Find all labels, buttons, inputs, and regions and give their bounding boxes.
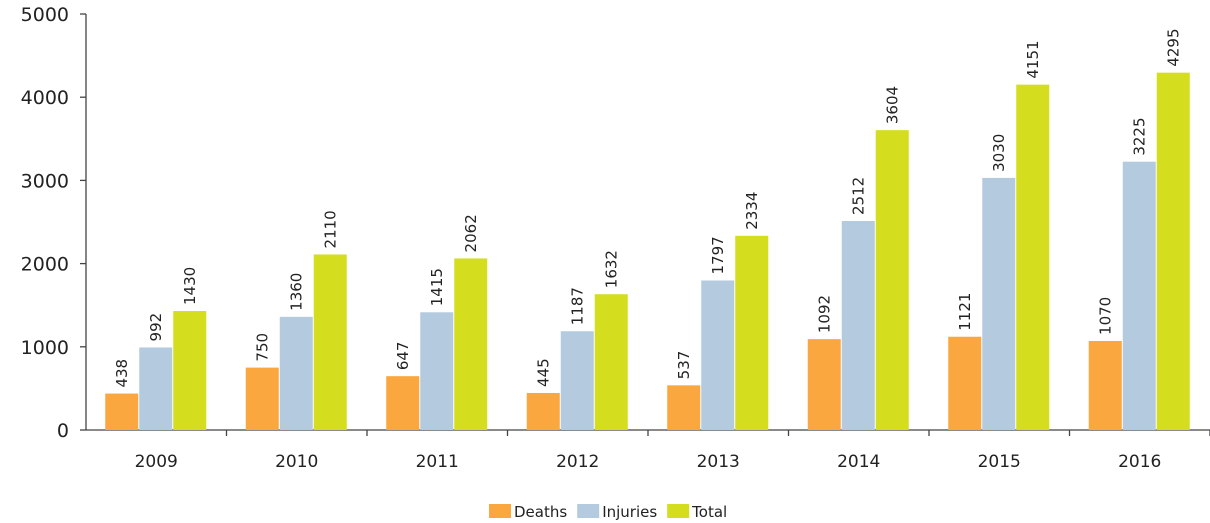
y-axis: 0 1000 2000 3000 4000 5000 <box>21 4 87 442</box>
x-tick-label-2010: 2010 <box>275 452 318 472</box>
bar-deaths-2009 <box>105 393 139 430</box>
y-tick-label: 3000 <box>21 170 69 192</box>
bar-injuries-2014 <box>841 221 875 430</box>
x-tick-label-2009: 2009 <box>135 452 178 472</box>
data-label-total-2012: 1632 <box>603 250 621 288</box>
data-label-deaths-2011: 647 <box>394 342 412 371</box>
bar-deaths-2016 <box>1088 340 1122 430</box>
data-label-deaths-2016: 1070 <box>1097 297 1115 335</box>
bar-deaths-2012 <box>526 392 560 430</box>
legend: Deaths Injuries Total <box>489 503 727 521</box>
bar-injuries-2016 <box>1122 161 1156 430</box>
bar-deaths-2010 <box>245 367 279 430</box>
bar-injuries-2015 <box>982 177 1016 430</box>
x-tick-label-2012: 2012 <box>556 452 599 472</box>
y-tick-label: 4000 <box>21 87 69 109</box>
bars <box>105 72 1190 430</box>
bar-total-2016 <box>1156 72 1190 430</box>
data-label-injuries-2016: 3225 <box>1131 117 1149 155</box>
data-label-deaths-2014: 1092 <box>816 295 834 333</box>
bar-total-2015 <box>1016 84 1050 430</box>
bar-total-2009 <box>173 311 207 430</box>
legend-label-deaths: Deaths <box>514 503 567 521</box>
bar-total-2011 <box>454 258 488 430</box>
data-label-total-2013: 2334 <box>743 192 761 230</box>
data-label-deaths-2009: 438 <box>113 359 131 388</box>
legend-label-injuries: Injuries <box>602 503 657 521</box>
bar-deaths-2014 <box>807 339 841 430</box>
data-label-injuries-2014: 2512 <box>850 177 868 215</box>
data-label-injuries-2013: 1797 <box>709 236 727 274</box>
data-label-deaths-2012: 445 <box>535 358 553 387</box>
data-label-injuries-2015: 3030 <box>990 134 1008 172</box>
x-tick-label-2016: 2016 <box>1118 452 1161 472</box>
x-tick-label-2013: 2013 <box>697 452 740 472</box>
bar-total-2014 <box>875 130 909 430</box>
bar-deaths-2013 <box>667 385 701 430</box>
legend-swatch-injuries <box>577 504 600 518</box>
data-labels: 438 992 1430 750 1360 2110 647 1415 2062 445 1187 1… <box>113 28 1183 387</box>
data-label-deaths-2010: 750 <box>254 333 272 362</box>
y-tick-label: 1000 <box>21 337 69 359</box>
data-label-total-2011: 2062 <box>462 214 480 252</box>
legend-label-total: Total <box>691 503 727 521</box>
bar-total-2010 <box>313 254 347 430</box>
bar-total-2013 <box>735 235 769 430</box>
bar-injuries-2009 <box>139 347 173 430</box>
bar-deaths-2015 <box>948 336 982 430</box>
legend-swatch-deaths <box>489 504 511 518</box>
data-label-injuries-2009: 992 <box>147 313 165 342</box>
data-label-injuries-2010: 1360 <box>288 273 306 311</box>
y-tick-label: 2000 <box>21 254 69 276</box>
data-label-total-2010: 2110 <box>322 210 340 248</box>
x-tick-label-2015: 2015 <box>978 452 1021 472</box>
y-tick-label: 0 <box>57 420 69 442</box>
data-label-injuries-2011: 1415 <box>428 268 446 306</box>
x-axis: 2009 2010 2011 2012 2013 2014 2015 2016 <box>86 429 1210 472</box>
bar-injuries-2010 <box>279 316 313 430</box>
bar-injuries-2012 <box>560 331 594 430</box>
data-label-total-2009: 1430 <box>181 267 199 305</box>
data-label-total-2015: 4151 <box>1024 40 1042 78</box>
y-tick-label: 5000 <box>21 4 69 26</box>
data-label-deaths-2015: 1121 <box>956 293 974 331</box>
x-tick-label-2011: 2011 <box>416 452 459 472</box>
bar-injuries-2011 <box>420 312 454 430</box>
bar-injuries-2013 <box>701 280 735 430</box>
data-label-total-2014: 3604 <box>884 86 902 124</box>
legend-swatch-total <box>667 504 690 518</box>
bar-total-2012 <box>594 294 628 430</box>
bar-deaths-2011 <box>386 376 420 430</box>
data-label-deaths-2013: 537 <box>675 351 693 380</box>
x-tick-label-2014: 2014 <box>837 452 880 472</box>
data-label-injuries-2012: 1187 <box>569 287 587 325</box>
data-label-total-2016: 4295 <box>1165 28 1183 66</box>
